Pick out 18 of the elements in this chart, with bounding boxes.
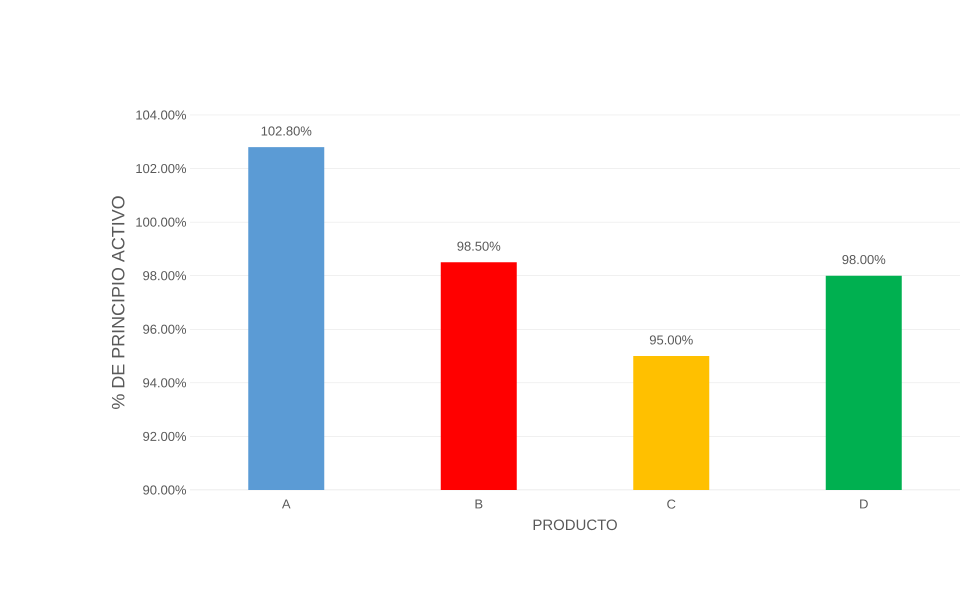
y-tick-label: 90.00% (143, 485, 186, 495)
y-axis-title: % DE PRINCIPIO ACTIVO (112, 196, 125, 409)
x-tick-label: C (667, 500, 676, 509)
y-tick-label: 98.00% (143, 271, 186, 280)
y-tick-label: 92.00% (143, 432, 186, 441)
x-tick-label: D (860, 500, 868, 508)
y-tick-label: 104.00% (136, 110, 186, 120)
y-tick-label: 102.00% (136, 164, 186, 174)
x-tick-label: A (282, 500, 291, 508)
x-tick-label: B (476, 500, 482, 508)
data-label: 102.80% (262, 126, 312, 136)
y-tick-label: 96.00% (143, 324, 186, 334)
y-tick-label: 94.00% (143, 378, 186, 388)
data-label: 98.50% (457, 242, 500, 251)
x-axis-title: PRODUCTO (534, 520, 617, 530)
data-label: 95.00% (650, 335, 693, 345)
data-label: 98.00% (842, 255, 886, 264)
y-tick-label: 100.00% (136, 218, 186, 227)
